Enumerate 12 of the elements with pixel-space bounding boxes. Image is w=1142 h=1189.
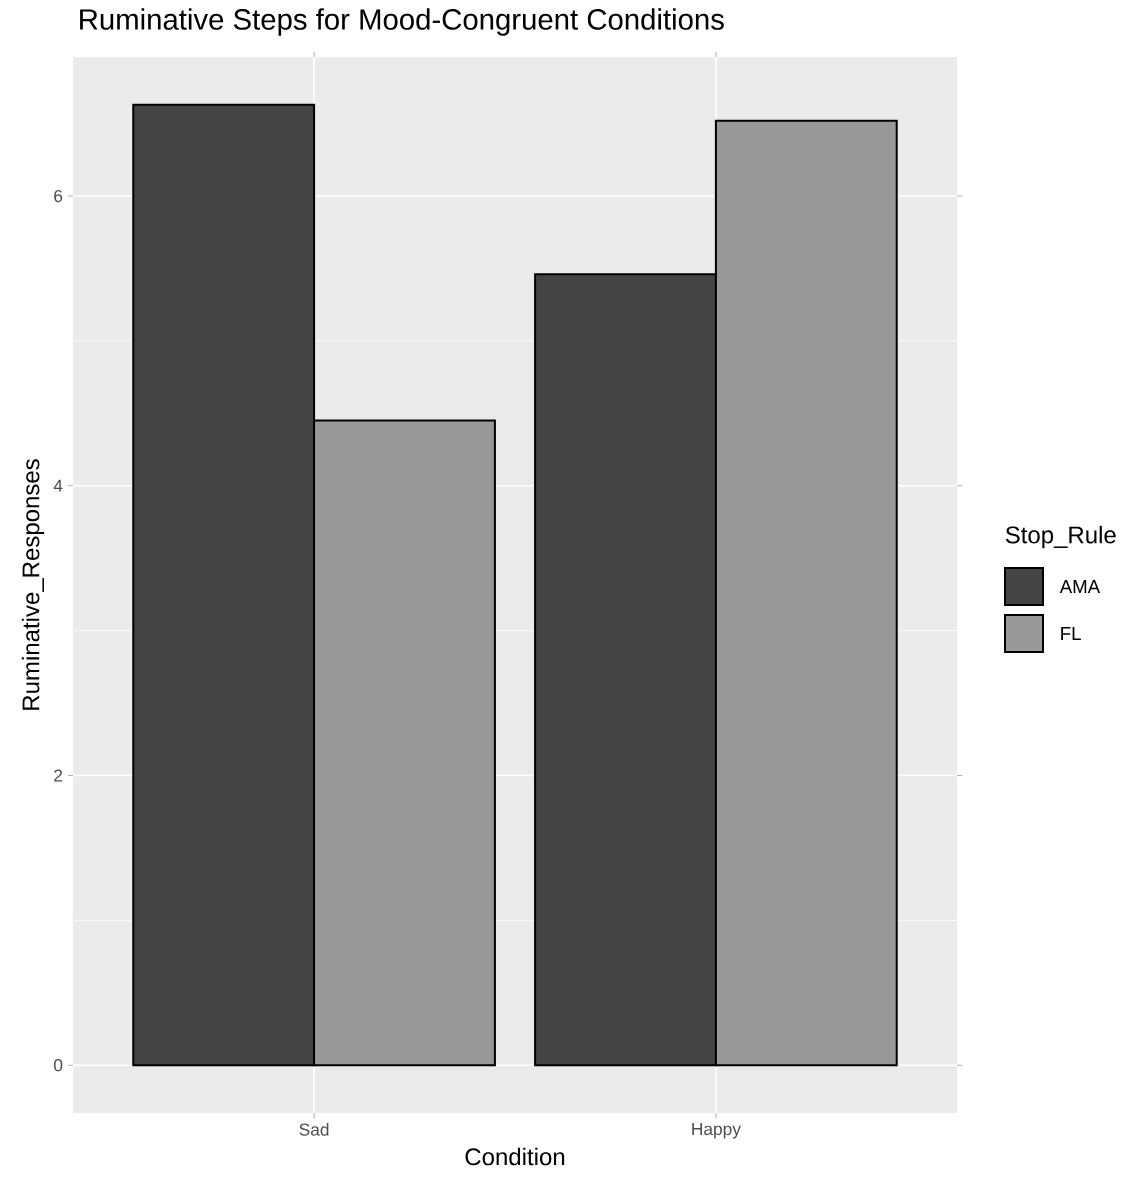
x-tick-label: Sad [299, 1123, 329, 1136]
chart-title: Ruminative Steps for Mood-Congruent Conditions [80, 8, 724, 36]
y-tick-label: 2 [54, 769, 63, 782]
legend-label: AMA [1059, 580, 1101, 593]
y-tick-label: 4 [53, 479, 63, 492]
y-tick-label: 0 [53, 1059, 63, 1072]
y-tick-label: 6 [54, 189, 63, 203]
x-tick-label: Happy [692, 1123, 741, 1139]
y-axis-title: Ruminative_Responses [21, 459, 45, 710]
x-axis-title: Condition [465, 1147, 565, 1166]
legend-label: FL [1061, 627, 1081, 640]
legend-title: Stop_Rule [1005, 525, 1116, 549]
